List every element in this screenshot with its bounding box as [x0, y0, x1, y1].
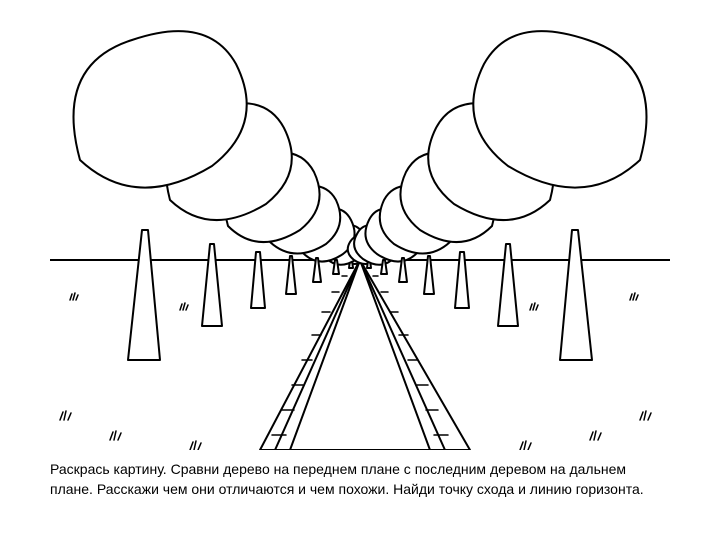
instruction-text: Раскрась картину. Сравни дерево на перед…: [50, 460, 670, 499]
caption-text: Раскрась картину. Сравни дерево на перед…: [50, 461, 644, 497]
drawing-svg: [50, 20, 670, 450]
perspective-drawing: [50, 20, 670, 450]
